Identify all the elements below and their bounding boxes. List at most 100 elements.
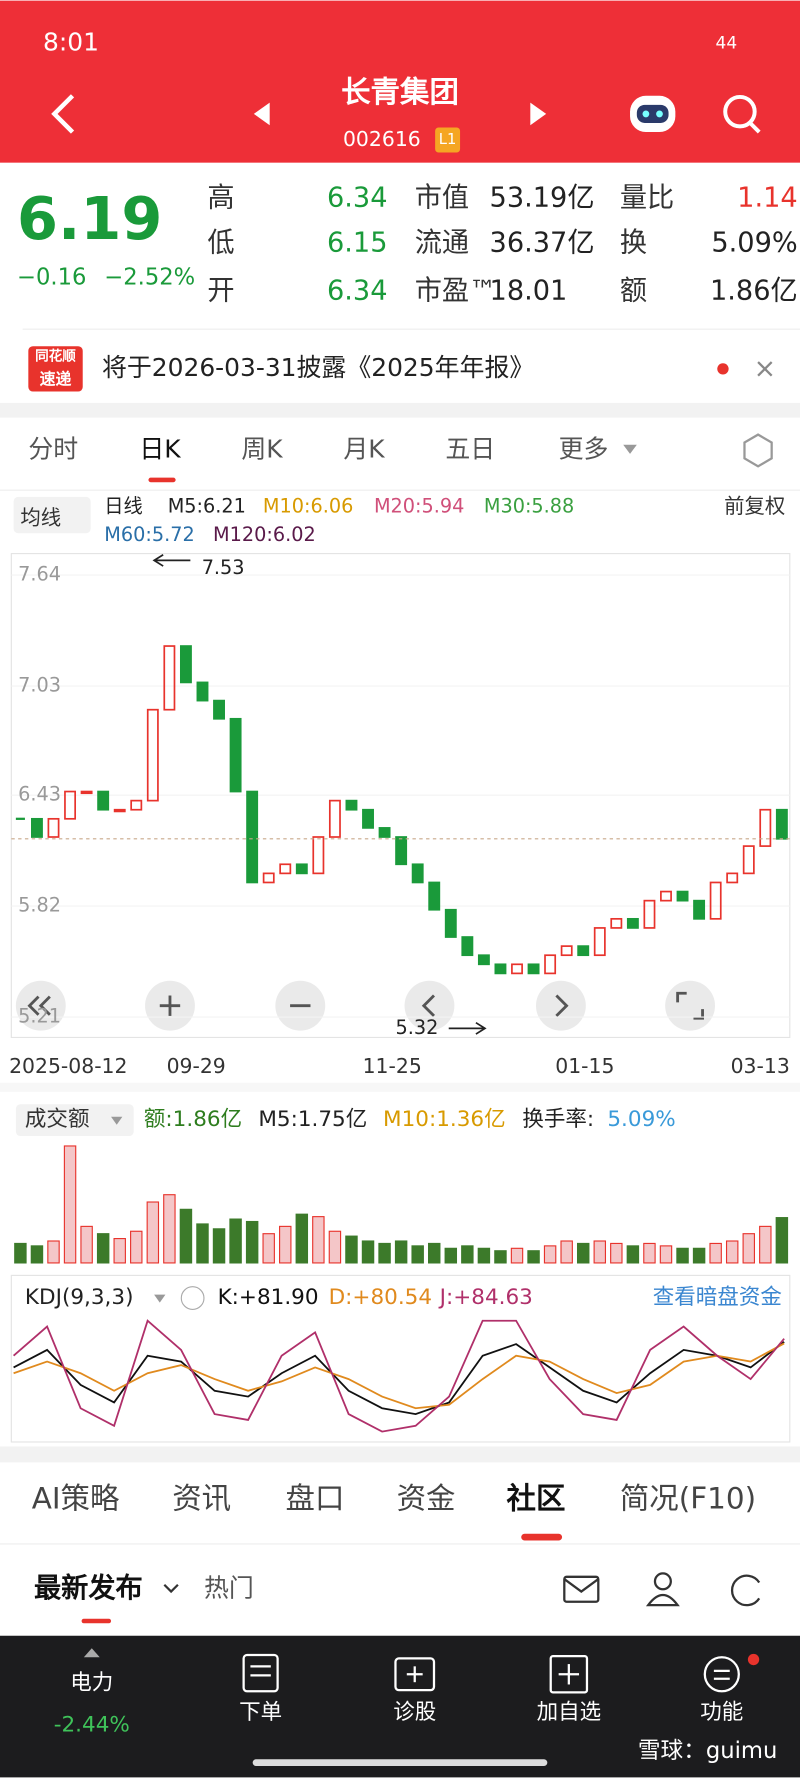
- settings-icon[interactable]: [743, 433, 773, 468]
- help-icon[interactable]: [180, 1286, 205, 1310]
- volume-bar: [146, 1201, 160, 1264]
- field-value: 1.14: [737, 182, 798, 213]
- nav-dot: [747, 1653, 760, 1666]
- volume-m10: M10:1.36亿: [383, 1107, 506, 1132]
- volume-bar: [394, 1240, 408, 1264]
- notice-text[interactable]: 将于2026-03-31披露《2025年年报》: [102, 353, 534, 382]
- candle: [593, 927, 606, 957]
- k-value: K:+81.90: [218, 1285, 319, 1310]
- candle: [511, 963, 523, 975]
- left-button[interactable]: [404, 980, 455, 1031]
- turnover: 5.09%: [607, 1107, 675, 1132]
- feed-tab[interactable]: 热门: [204, 1573, 254, 1602]
- field-value: 18.01: [490, 275, 568, 306]
- prev-stock[interactable]: [253, 102, 270, 126]
- expand-arrow[interactable]: [83, 1648, 100, 1658]
- candle: [461, 936, 474, 957]
- volume-bar: [610, 1242, 623, 1264]
- y-tick-label: 5.21: [18, 1005, 61, 1028]
- candle: [428, 881, 441, 911]
- section-tab[interactable]: 盘口: [286, 1481, 345, 1515]
- field-value: 6.34: [327, 182, 388, 213]
- field-label: 高: [207, 182, 234, 213]
- j-value: J:+84.63: [438, 1285, 533, 1310]
- volume-bar: [229, 1218, 242, 1264]
- candle: [444, 908, 457, 938]
- candle: [328, 799, 341, 838]
- ma-selector[interactable]: [13, 496, 91, 534]
- mail-icon[interactable]: [563, 1575, 600, 1603]
- volume-amount: 额:1.86亿: [144, 1107, 242, 1132]
- period-tab[interactable]: 更多: [559, 434, 609, 463]
- section-tab[interactable]: 资金: [397, 1481, 456, 1515]
- change-pct: −2.52%: [104, 265, 195, 291]
- fullscreen-button[interactable]: [665, 980, 716, 1031]
- period-tab[interactable]: 分时: [28, 434, 78, 463]
- stock-name: 长青集团: [341, 75, 459, 109]
- ma-value: M20:5.94: [374, 495, 464, 518]
- ma-value: 日线: [104, 495, 143, 518]
- x-tick-label: 01-15: [555, 1054, 614, 1078]
- section-underline: [521, 1533, 563, 1541]
- candle: [163, 645, 176, 711]
- dark-pool-link[interactable]: 查看暗盘资金: [653, 1285, 782, 1310]
- arrow: [152, 554, 164, 567]
- period-tab[interactable]: 周K: [241, 434, 283, 463]
- period-tab[interactable]: 月K: [343, 434, 385, 463]
- price: 6.19: [17, 184, 162, 253]
- nav-item[interactable]: 下单: [239, 1700, 282, 1725]
- section-tab[interactable]: AI策略: [32, 1481, 120, 1515]
- feed-tab[interactable]: 最新发布: [34, 1572, 143, 1604]
- right-button[interactable]: [535, 980, 586, 1031]
- candle: [213, 699, 225, 720]
- notice-close[interactable]: [757, 361, 773, 377]
- nav-item[interactable]: 加自选: [537, 1700, 602, 1725]
- volume-m5: M5:1.75亿: [258, 1107, 367, 1132]
- adjust[interactable]: 前复权: [724, 494, 785, 518]
- volume-selector[interactable]: [15, 1104, 134, 1137]
- sector-change: -2.44%: [54, 1712, 130, 1737]
- nav-item[interactable]: 功能: [700, 1700, 743, 1725]
- candle: [759, 808, 772, 847]
- volume-bar: [196, 1223, 209, 1264]
- search-icon[interactable]: [723, 94, 761, 134]
- volume-bar: [345, 1235, 358, 1264]
- volume-bar: [47, 1240, 60, 1264]
- kdj-selector-text: KDJ(9,3,3): [25, 1285, 134, 1310]
- period-tab[interactable]: 五日: [445, 434, 495, 463]
- status-time: 8:01: [43, 28, 99, 57]
- refresh-icon[interactable]: [730, 1574, 761, 1607]
- arrow: [475, 1021, 487, 1035]
- home-indicator: [252, 1759, 548, 1767]
- back-button[interactable]: [51, 94, 75, 134]
- volume-bar: [461, 1245, 474, 1264]
- volume-bar: [692, 1247, 706, 1264]
- candle: [47, 817, 60, 838]
- section-tab[interactable]: 资讯: [172, 1481, 231, 1515]
- next-stock[interactable]: [530, 102, 547, 126]
- assistant-icon[interactable]: [630, 95, 676, 133]
- nav-icons: [242, 1653, 740, 1694]
- volume-bar: [576, 1242, 590, 1264]
- nav-item[interactable]: 诊股: [393, 1700, 436, 1725]
- notice-logo: [28, 346, 83, 392]
- volume-bar: [593, 1240, 607, 1264]
- candle: [362, 808, 374, 829]
- volume-bar: [626, 1245, 640, 1264]
- notice-dot: [717, 363, 729, 375]
- level: L1: [439, 131, 457, 148]
- section-tab[interactable]: 简况(F10): [620, 1481, 756, 1515]
- candle: [179, 645, 192, 684]
- volume-bar: [378, 1242, 391, 1264]
- candle: [97, 790, 110, 811]
- field-label: 低: [207, 228, 234, 259]
- candle: [626, 917, 639, 929]
- section-tab[interactable]: 社区: [507, 1481, 566, 1515]
- sector[interactable]: 电力: [70, 1670, 113, 1695]
- volume-bar: [96, 1233, 110, 1264]
- candle: [660, 890, 672, 902]
- user-icon[interactable]: [653, 1572, 672, 1591]
- kdj-frame: [10, 1274, 791, 1443]
- period-tab[interactable]: 日K: [139, 434, 181, 463]
- candle: [279, 863, 292, 875]
